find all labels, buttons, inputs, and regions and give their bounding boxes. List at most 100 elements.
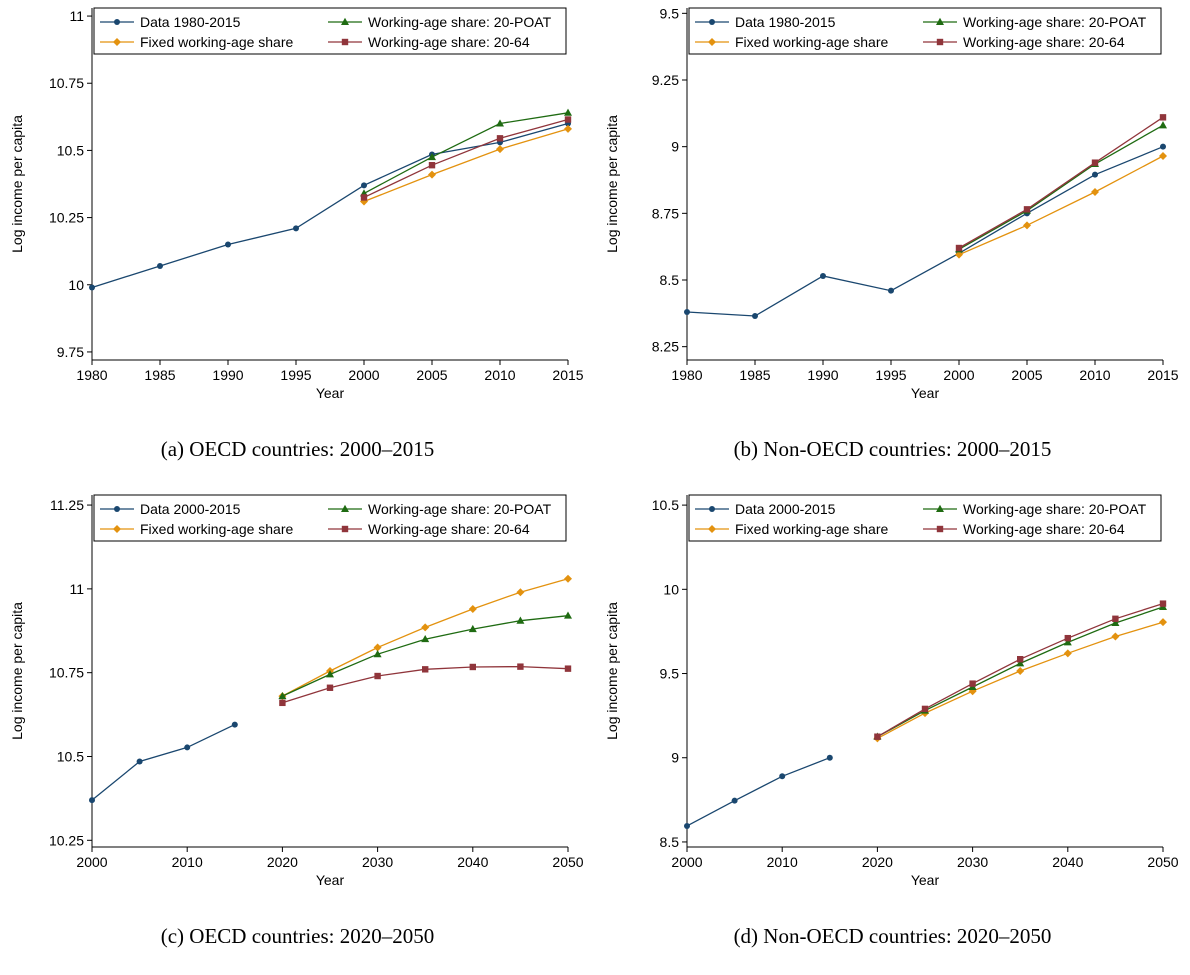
series-line xyxy=(686,146,1164,317)
x-tick-label: 2040 xyxy=(1052,854,1083,870)
x-tick-label: 2050 xyxy=(552,854,583,870)
series-2 xyxy=(360,108,572,197)
x-tick-label: 2010 xyxy=(172,854,203,870)
y-tick-label: 11 xyxy=(69,581,84,597)
x-tick-label: 1995 xyxy=(875,367,906,383)
data-point xyxy=(1159,121,1167,129)
legend: Data 2000-2015 Fixed working-age share Wor… xyxy=(688,494,1162,542)
x-tick-label: 1990 xyxy=(212,367,243,383)
data-point xyxy=(1092,171,1098,178)
legend-key-marker xyxy=(114,19,120,25)
data-point xyxy=(955,250,963,259)
data-point xyxy=(516,588,525,597)
data-point xyxy=(231,721,238,728)
legend: Data 1980-2015 Fixed working-age share Wor… xyxy=(93,7,567,55)
y-tick-label: 10.75 xyxy=(49,75,84,91)
y-tick-label: 10.5 xyxy=(652,497,679,513)
data-point xyxy=(874,733,881,740)
legend-label: Working-age share: 20-POAT xyxy=(368,14,552,30)
data-point xyxy=(373,650,382,658)
caption-a: (a) OECD countries: 2000–2015 xyxy=(160,437,435,461)
series-line xyxy=(958,155,1164,256)
x-tick-label: 1980 xyxy=(76,367,107,383)
data-point xyxy=(361,182,367,189)
chart-panel-d: 8.5 9 9.5 10 10.5 2000 2010 2020 2030 2040 2050 Yea… xyxy=(595,487,1190,974)
series-2 xyxy=(278,611,572,700)
legend-label: Working-age share: 20-64 xyxy=(368,34,530,50)
data-point xyxy=(422,666,429,673)
caption-c: (c) OECD countries: 2020–2050 xyxy=(160,924,435,948)
y-tick-label: 11.25 xyxy=(50,497,84,513)
series-3 xyxy=(360,116,572,201)
chart-c-plot: 10.25 10.5 10.75 11 11.25 2000 2010 2020 2030 204… xyxy=(9,494,584,888)
legend-box xyxy=(688,7,1162,55)
data-point xyxy=(1063,649,1072,658)
data-point xyxy=(1159,600,1167,607)
data-point xyxy=(684,822,690,829)
data-point xyxy=(184,744,191,751)
y-tick-label: 8.25 xyxy=(652,339,679,355)
legend-label: Fixed working-age share xyxy=(140,521,294,537)
x-axis-title: Year xyxy=(911,385,940,401)
data-point xyxy=(1091,159,1099,166)
legend: Data 1980-2015 Fixed working-age share Wor… xyxy=(688,7,1162,55)
data-point xyxy=(428,161,436,169)
y-axis-title: Log income per capita xyxy=(9,115,25,253)
x-tick-label: 2050 xyxy=(1147,854,1178,870)
series-line xyxy=(91,724,236,801)
series-1 xyxy=(955,152,1167,259)
y-tick-label: 9.5 xyxy=(660,5,680,21)
legend-key-marker xyxy=(341,525,349,533)
x-tick-label: 1980 xyxy=(671,367,702,383)
data-point xyxy=(89,284,95,291)
legend-key-marker xyxy=(709,506,715,512)
y-tick-label: 10.5 xyxy=(57,748,84,764)
y-tick-label: 8.5 xyxy=(660,834,680,850)
series-line xyxy=(363,128,569,203)
legend-label: Data 2000-2015 xyxy=(735,501,836,517)
series-0 xyxy=(89,721,238,804)
data-point xyxy=(496,119,504,127)
series-line xyxy=(958,124,1164,250)
x-tick-label: 2000 xyxy=(671,854,702,870)
data-point xyxy=(428,170,436,179)
data-point xyxy=(969,680,976,687)
y-tick-label: 10.5 xyxy=(57,142,84,158)
legend-label: Working-age share: 20-POAT xyxy=(963,501,1147,517)
series-line xyxy=(958,116,1164,249)
data-point xyxy=(564,108,572,116)
legend-key-marker xyxy=(341,504,349,512)
chart-a-plot: 9.75 10 10.25 10.5 10.75 11 1980 1985 1990 1995 20… xyxy=(9,7,584,401)
data-point xyxy=(684,309,690,315)
chart-d-plot: 8.5 9 9.5 10 10.5 2000 2010 2020 2030 2040 2050 Yea… xyxy=(604,494,1179,888)
legend-box xyxy=(93,7,567,55)
x-tick-label: 2010 xyxy=(1079,367,1110,383)
y-axis-title: Log income per capita xyxy=(604,115,620,253)
x-axis-title: Year xyxy=(316,872,345,888)
data-point xyxy=(731,797,738,804)
x-axis-title: Year xyxy=(316,385,345,401)
series-line xyxy=(363,118,569,198)
data-point xyxy=(1112,615,1119,622)
x-tick-label: 1985 xyxy=(739,367,770,383)
y-axis-title: Log income per capita xyxy=(604,602,620,740)
data-point xyxy=(564,665,572,672)
data-point xyxy=(374,672,381,680)
y-tick-label: 10.25 xyxy=(49,210,84,226)
data-point xyxy=(496,145,504,154)
x-tick-label: 2000 xyxy=(76,854,107,870)
x-tick-label: 2000 xyxy=(943,367,974,383)
data-point xyxy=(955,244,963,252)
chart-panel-a: 9.75 10 10.25 10.5 10.75 11 1980 1985 1990 1995 20… xyxy=(0,0,595,487)
x-tick-label: 2005 xyxy=(1011,367,1042,383)
data-point xyxy=(1016,659,1025,667)
x-tick-label: 2030 xyxy=(957,854,988,870)
legend-label: Working-age share: 20-64 xyxy=(368,521,530,537)
x-tick-label: 2010 xyxy=(484,367,515,383)
y-tick-label: 10 xyxy=(68,277,84,293)
data-point xyxy=(373,643,382,652)
series-line xyxy=(877,621,1164,739)
data-point xyxy=(157,262,163,269)
x-axis-title: Year xyxy=(911,872,940,888)
chart-panel-b: 8.25 8.5 8.75 9 9.25 9.5 1980 1985 1990 1995 2000 2… xyxy=(595,0,1190,487)
